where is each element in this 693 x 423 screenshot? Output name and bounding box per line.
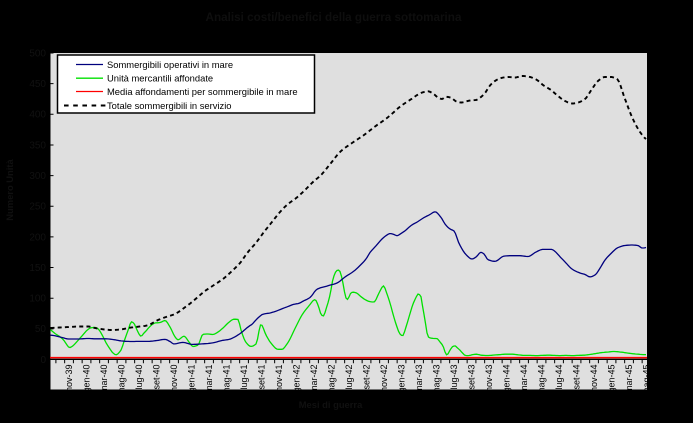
svg-text:set-43: set-43 (467, 365, 477, 390)
svg-text:mag-45: mag-45 (642, 365, 652, 396)
svg-text:gen-44: gen-44 (502, 365, 512, 393)
svg-text:gen-42: gen-42 (292, 365, 302, 393)
svg-text:gen-41: gen-41 (187, 365, 197, 393)
svg-text:Sommergibili operativi in mare: Sommergibili operativi in mare (107, 59, 233, 70)
svg-text:gen-43: gen-43 (397, 365, 407, 393)
svg-text:lug-42: lug-42 (344, 365, 354, 390)
svg-text:nov-39: nov-39 (64, 365, 74, 393)
svg-text:50: 50 (35, 324, 47, 335)
svg-text:0: 0 (40, 355, 46, 366)
svg-text:lug-40: lug-40 (134, 365, 144, 390)
svg-text:100: 100 (29, 294, 46, 305)
svg-text:mar-40: mar-40 (99, 365, 109, 394)
svg-text:450: 450 (29, 79, 46, 90)
svg-text:400: 400 (29, 110, 46, 121)
svg-text:nov-41: nov-41 (274, 365, 284, 393)
svg-text:mar-42: mar-42 (309, 365, 319, 394)
svg-text:mag-43: mag-43 (432, 365, 442, 396)
svg-text:Unità mercantili affondate: Unità mercantili affondate (107, 73, 213, 84)
svg-text:gen-40: gen-40 (82, 365, 92, 393)
svg-text:150: 150 (29, 263, 46, 274)
svg-text:nov-42: nov-42 (379, 365, 389, 393)
svg-text:Mesi di guerra: Mesi di guerra (299, 399, 363, 410)
svg-text:lug-44: lug-44 (554, 365, 564, 390)
svg-text:nov-40: nov-40 (169, 365, 179, 393)
svg-text:250: 250 (29, 202, 46, 213)
svg-text:200: 200 (29, 232, 46, 243)
svg-text:lug-43: lug-43 (449, 365, 459, 390)
svg-text:set-44: set-44 (572, 365, 582, 390)
svg-text:Media affondamenti per sommerg: Media affondamenti per sommergibile in m… (107, 86, 298, 97)
svg-text:set-40: set-40 (152, 365, 162, 390)
svg-text:nov-44: nov-44 (589, 365, 599, 393)
svg-text:gen-45: gen-45 (607, 365, 617, 393)
svg-text:Analisi costi/benefici della g: Analisi costi/benefici della guerra sott… (206, 11, 462, 24)
svg-text:500: 500 (29, 48, 46, 59)
svg-text:lug-41: lug-41 (239, 365, 249, 390)
svg-text:mag-40: mag-40 (117, 365, 127, 396)
svg-text:300: 300 (29, 171, 46, 182)
svg-text:mag-44: mag-44 (537, 365, 547, 396)
svg-text:mag-42: mag-42 (327, 365, 337, 396)
svg-text:mar-41: mar-41 (204, 365, 214, 394)
svg-text:mar-45: mar-45 (624, 365, 634, 394)
svg-text:mar-44: mar-44 (519, 365, 529, 394)
svg-text:mag-41: mag-41 (222, 365, 232, 396)
svg-text:mar-43: mar-43 (414, 365, 424, 394)
svg-text:350: 350 (29, 140, 46, 151)
svg-text:Numero Unità: Numero Unità (4, 158, 15, 220)
svg-text:nov-43: nov-43 (484, 365, 494, 393)
svg-text:set-42: set-42 (362, 365, 372, 390)
svg-text:set-41: set-41 (257, 365, 267, 390)
svg-text:Totale sommergibili in servizi: Totale sommergibili in servizio (107, 100, 232, 111)
